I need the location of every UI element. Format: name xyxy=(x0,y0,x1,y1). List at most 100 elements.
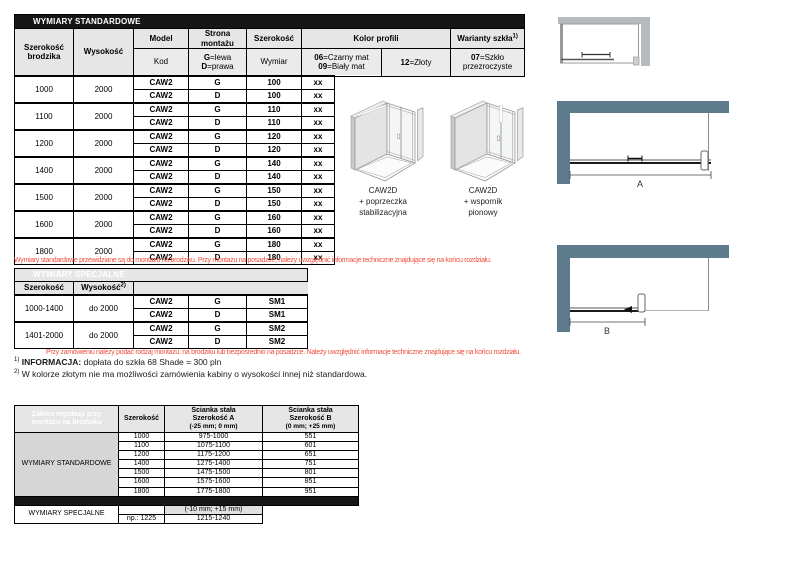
model-cell: CAW2 xyxy=(133,210,189,225)
height-cell: do 2000 xyxy=(73,321,134,349)
standard-table-row: CAW2 D 150 xx xyxy=(15,197,525,212)
wall-b-cell: 601 xyxy=(262,441,359,452)
wall-vertical xyxy=(557,101,570,184)
dimension-cell: 180 xyxy=(246,251,302,265)
glass-label-07: =Szkło przezroczyste xyxy=(462,53,513,72)
footnote-2-text: W kolorze złotym nie ma możliwości zamów… xyxy=(21,369,368,379)
wall-b-cell: 851 xyxy=(262,477,359,488)
regulation-standard-row: 1500 1475-1500 801 xyxy=(15,468,359,479)
width-range-cell: 1401-2000 xyxy=(14,321,74,349)
width-cell: 1500 xyxy=(118,468,165,479)
tray-width-cell: 1600 xyxy=(14,210,74,239)
side-cell: D xyxy=(188,89,247,104)
color-code-cell: xx xyxy=(301,143,335,158)
model-cell: CAW2 xyxy=(133,89,189,104)
regulation-standard-row: WYMIARY STANDARDOWE 1000 975-1000 551 xyxy=(14,432,359,497)
separator-bar xyxy=(14,495,359,506)
width-cell: 1200 xyxy=(118,450,165,461)
side-cell: D xyxy=(188,170,247,185)
caption-line: stabilizacyjna xyxy=(359,207,407,217)
col-wall-b: Ścianka stała Szerokość B (0 mm; +25 mm) xyxy=(262,404,359,434)
tray-width-cell: 1500 xyxy=(14,183,74,212)
wall-vertical xyxy=(557,245,570,332)
wall-a-cell: 975-1000 xyxy=(164,432,263,443)
standard-table-row: 1200 2000 CAW2 G 120 xx xyxy=(14,129,525,158)
height-label: Wysokość xyxy=(81,283,121,293)
dimension-cell: 110 xyxy=(246,116,302,131)
color-code-cell: xx xyxy=(301,170,335,185)
dimension-cell: 160 xyxy=(246,224,302,239)
tray-width-cell: 1200 xyxy=(14,129,74,158)
plan-top-view-diagram xyxy=(558,17,650,66)
model-cell: CAW2 xyxy=(133,102,189,117)
col-height: Wysokość xyxy=(73,28,134,77)
standard-table-subheader-row: Kod G=lewa D=prawa Wymiar 06=Czarny mat … xyxy=(15,48,526,77)
height-footnote-mark: 2) xyxy=(120,282,126,289)
blank-cell xyxy=(263,505,359,514)
separator-row xyxy=(14,495,359,506)
width-cell: 1000 xyxy=(118,432,165,443)
col-a-line3: (-25 mm; 0 mm) xyxy=(189,423,238,431)
regulation-header-row: Zakres regulacji przy montażu na brodzik… xyxy=(14,404,359,434)
side-cell: G xyxy=(188,183,247,198)
bottom-frame-line xyxy=(386,151,416,161)
shower-tray-rim xyxy=(356,156,413,178)
profile-label-12: =Złoty xyxy=(409,57,432,67)
side-code-g: G xyxy=(203,52,211,62)
standard-section-label: WYMIARY STANDARDOWE xyxy=(14,432,119,497)
wall-b-cell: 951 xyxy=(262,486,359,497)
side-cell: G xyxy=(188,129,247,144)
dimension-cell: 140 xyxy=(246,156,302,171)
model-cell: CAW2 xyxy=(133,156,189,171)
height-cell: do 2000 xyxy=(73,294,134,323)
standard-table-row: CAW2 D 160 xx xyxy=(15,224,525,239)
color-code-cell: xx xyxy=(301,116,335,131)
footnote-1: 1) INFORMACJA: dopłata do szkła 68 Shade… xyxy=(14,357,221,367)
blank-cell xyxy=(263,514,359,523)
height-cell: 2000 xyxy=(73,75,134,104)
standard-table-row: 1600 2000 CAW2 G 160 xx xyxy=(14,210,525,239)
wall-a-cell: 1075-1100 xyxy=(164,441,263,452)
dimension-label-b: B xyxy=(604,326,610,336)
caption-line: CAW2D xyxy=(468,186,498,195)
wall-a-cell: 1575-1600 xyxy=(164,477,263,488)
special-red-note: Przy zamówieniu należy podać rodzaj mont… xyxy=(46,349,521,356)
footnote-1-text: dopłata do szkła 68 Shade = 300 pln xyxy=(83,357,222,367)
dimension-cell: SM2 xyxy=(245,321,309,336)
special-table-header-row: Szerokość Wysokość2) xyxy=(14,281,308,296)
width-cell: 1800 xyxy=(118,486,165,497)
empty-cell xyxy=(118,504,165,515)
color-code-cell: xx xyxy=(301,237,335,252)
tray-width-cell: 1400 xyxy=(14,156,74,185)
wall-b-cell: 751 xyxy=(262,459,359,470)
wall-b-cell: 551 xyxy=(262,432,359,443)
model-cell: CAW2 xyxy=(133,183,189,198)
tray-width-cell: 1100 xyxy=(14,102,74,131)
stabilizing-crossbar xyxy=(356,104,387,117)
side-cell: G xyxy=(188,75,247,90)
header-blank-region xyxy=(133,281,308,295)
color-code-cell: xx xyxy=(301,251,335,265)
side-options-cell: G=lewa D=prawa xyxy=(188,48,247,77)
standard-table-row: CAW2 D 100 xx xyxy=(15,89,525,104)
height-cell: 2000 xyxy=(73,156,134,185)
dimension-cell: 180 xyxy=(246,237,302,252)
profile-label-09: =Biały mat xyxy=(327,62,365,71)
dimension-label-a: A xyxy=(637,179,643,189)
iso-diagram-crossbar xyxy=(350,100,424,182)
profile-label-06: =Czarny mat xyxy=(323,52,369,62)
special-table-row: 1000-1400 do 2000 CAW2 G SM1 xyxy=(14,294,309,323)
model-cell: CAW2 xyxy=(133,321,189,336)
enclosure-outline xyxy=(560,23,639,64)
regulation-standard-row: 1800 1775-1800 951 xyxy=(15,486,359,497)
profile-code-12: 12 xyxy=(400,57,410,67)
col-b-line1: Ścianka stała xyxy=(288,407,333,414)
side-cell: G xyxy=(188,156,247,171)
wall-a-cell: 1775-1800 xyxy=(164,486,263,497)
special-range-cell: (-10 mm; +15 mm) xyxy=(164,504,263,515)
col-width: Szerokość xyxy=(14,281,74,296)
side-cell: D xyxy=(188,197,247,212)
standard-table-row: CAW2 D 140 xx xyxy=(15,170,525,185)
model-cell: CAW2 xyxy=(133,170,189,185)
profile-colors-cell: 06=Czarny mat 09=Biały mat xyxy=(301,48,382,77)
